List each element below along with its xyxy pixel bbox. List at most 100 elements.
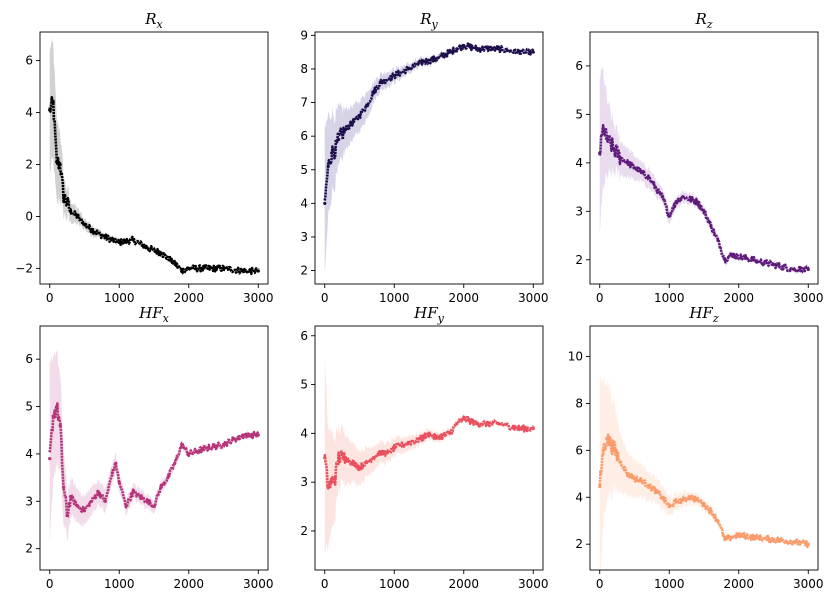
data-point <box>695 498 699 502</box>
y-tick-label: 6 <box>300 329 308 343</box>
data-point <box>709 224 713 228</box>
data-point <box>601 127 605 131</box>
panel-title: HFy <box>413 304 445 325</box>
panel-hf-z: 0 1000 2000 3000 2 4 6 8 10 HFz <box>568 304 824 591</box>
y-tick-label: 6 <box>575 443 583 457</box>
data-point <box>427 431 431 435</box>
data-point <box>152 504 156 508</box>
data-point <box>357 114 362 118</box>
data-point <box>103 499 107 503</box>
data-point <box>75 504 80 508</box>
data-point <box>103 235 107 239</box>
data-point <box>806 542 810 546</box>
data-point <box>601 448 605 452</box>
data-point <box>455 47 459 51</box>
y-tick-label: 2 <box>25 542 33 556</box>
data-point <box>58 423 62 428</box>
y-tick-label: 3 <box>25 494 33 508</box>
data-point <box>187 266 191 271</box>
data-point <box>496 422 501 426</box>
x-tick-label: 2000 <box>723 577 754 591</box>
data-point <box>242 433 246 437</box>
data-point <box>68 209 73 213</box>
y-tick-label: 2 <box>25 157 33 171</box>
data-point <box>681 498 685 502</box>
data-point <box>357 465 362 470</box>
data-point <box>364 461 369 465</box>
data-point <box>605 437 609 441</box>
data-point <box>771 263 776 267</box>
data-point <box>660 195 664 199</box>
data-point <box>173 261 177 265</box>
data-point <box>326 164 330 168</box>
axes-frame <box>39 31 269 285</box>
data-point <box>653 488 657 492</box>
data-point <box>48 108 52 112</box>
data-point <box>695 200 699 204</box>
data-point <box>660 495 664 499</box>
data-point <box>62 194 66 198</box>
data-point <box>618 460 623 464</box>
y-tick-label: 5 <box>300 163 308 177</box>
x-tick-label: 3000 <box>518 291 549 305</box>
x-tick-label: 0 <box>321 291 329 305</box>
x-tick-label: 0 <box>46 577 54 591</box>
data-point <box>131 238 135 242</box>
data-point <box>114 461 118 465</box>
data-point <box>371 456 375 460</box>
x-tick-label: 0 <box>321 577 329 591</box>
y-tick-label: 3 <box>300 230 308 244</box>
data-point <box>598 151 602 155</box>
data-point <box>723 258 727 262</box>
data-point <box>667 505 671 509</box>
data-point <box>392 446 396 450</box>
uncertainty-band <box>324 356 534 553</box>
y-tick-label: 8 <box>575 396 583 410</box>
uncertainty-band <box>49 38 259 276</box>
panel-hf-y: 0 1000 2000 3000 2 3 4 5 6 HFy <box>300 304 548 591</box>
data-point <box>646 483 650 488</box>
x-tick-label: 3000 <box>243 577 274 591</box>
data-point <box>730 253 734 257</box>
data-point <box>82 222 87 226</box>
y-tick-label: 4 <box>25 447 33 461</box>
data-point <box>406 441 410 445</box>
data-point <box>716 519 720 523</box>
data-point <box>48 457 52 461</box>
y-tick-label: 4 <box>300 196 308 210</box>
y-tick-label: 3 <box>575 204 583 218</box>
x-tick-label: 2000 <box>448 291 479 305</box>
x-tick-label: 1000 <box>654 577 685 591</box>
data-point <box>639 170 644 175</box>
data-point <box>702 502 706 506</box>
y-tick-label: 0 <box>25 209 33 223</box>
data-point <box>330 480 334 484</box>
y-tick-label: 2 <box>575 537 583 551</box>
x-tick-label: 3000 <box>243 291 274 305</box>
data-point <box>159 485 163 489</box>
x-tick-label: 1000 <box>379 291 410 305</box>
data-point <box>688 495 692 499</box>
data-point <box>62 485 66 489</box>
data-point <box>117 240 121 245</box>
data-point <box>723 537 727 542</box>
data-point <box>612 146 616 150</box>
data-point <box>55 160 59 164</box>
data-point <box>737 533 741 537</box>
data-point <box>517 426 521 431</box>
data-point <box>323 201 327 205</box>
data-point <box>406 67 410 71</box>
data-point <box>131 490 135 494</box>
data-point <box>58 162 62 167</box>
data-point <box>117 480 121 484</box>
y-tick-label: 10 <box>568 350 583 364</box>
x-tick-label: 2000 <box>448 577 479 591</box>
data-point <box>730 535 734 539</box>
data-point <box>350 121 355 125</box>
y-tick-label: 6 <box>25 352 33 366</box>
data-point <box>180 442 184 447</box>
data-point <box>702 209 706 213</box>
data-point <box>434 57 438 61</box>
data-point <box>89 499 94 503</box>
data-point <box>751 258 755 262</box>
